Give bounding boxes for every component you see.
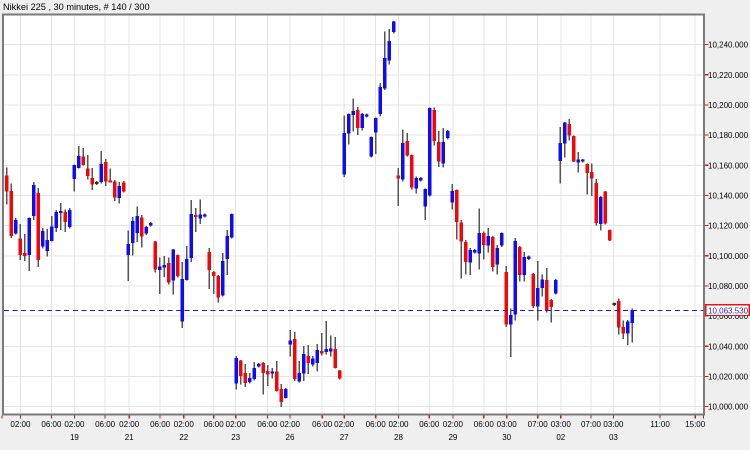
svg-text:06:00: 06:00 (150, 420, 171, 429)
svg-text:10,240.000: 10,240.000 (708, 41, 749, 50)
svg-text:07:00: 07:00 (581, 420, 602, 429)
svg-text:02: 02 (556, 433, 565, 442)
svg-text:27: 27 (340, 433, 349, 442)
svg-text:06:00: 06:00 (257, 420, 278, 429)
svg-text:Nikkei 225 , 30 minutes, # 140: Nikkei 225 , 30 minutes, # 140 / 300 (3, 2, 150, 12)
svg-text:10,020.000: 10,020.000 (708, 372, 749, 381)
svg-text:10,160.000: 10,160.000 (708, 161, 749, 170)
svg-text:03:00: 03:00 (551, 420, 572, 429)
svg-text:10,060.000: 10,060.000 (708, 312, 749, 321)
svg-text:06:00: 06:00 (419, 420, 440, 429)
svg-text:23: 23 (231, 433, 240, 442)
svg-text:22: 22 (179, 433, 188, 442)
svg-text:03:00: 03:00 (497, 420, 518, 429)
svg-text:06:00: 06:00 (41, 420, 62, 429)
svg-text:10,180.000: 10,180.000 (708, 131, 749, 140)
svg-text:06:00: 06:00 (366, 420, 387, 429)
svg-text:21: 21 (125, 433, 134, 442)
svg-text:06:00: 06:00 (474, 420, 495, 429)
svg-text:03:00: 03:00 (603, 420, 624, 429)
svg-text:11:00: 11:00 (650, 420, 670, 429)
svg-text:02:00: 02:00 (10, 420, 31, 429)
svg-text:03: 03 (609, 433, 618, 442)
svg-text:10,200.000: 10,200.000 (708, 101, 749, 110)
svg-text:10,220.000: 10,220.000 (708, 71, 749, 80)
svg-text:02:00: 02:00 (388, 420, 409, 429)
svg-text:28: 28 (394, 433, 403, 442)
svg-text:02:00: 02:00 (280, 420, 301, 429)
svg-text:15:00: 15:00 (685, 420, 706, 429)
svg-text:10,120.000: 10,120.000 (708, 222, 749, 231)
svg-text:26: 26 (286, 433, 295, 442)
svg-text:19: 19 (70, 433, 79, 442)
svg-text:10,080.000: 10,080.000 (708, 282, 749, 291)
svg-text:29: 29 (448, 433, 457, 442)
svg-text:10,000.000: 10,000.000 (708, 403, 749, 412)
svg-text:02:00: 02:00 (64, 420, 85, 429)
svg-text:02:00: 02:00 (119, 420, 140, 429)
svg-text:02:00: 02:00 (226, 420, 247, 429)
svg-text:30: 30 (502, 433, 511, 442)
svg-text:06:00: 06:00 (312, 420, 333, 429)
svg-text:02:00: 02:00 (174, 420, 195, 429)
svg-text:06:00: 06:00 (95, 420, 116, 429)
svg-text:10,100.000: 10,100.000 (708, 252, 749, 261)
svg-text:06:00: 06:00 (204, 420, 225, 429)
svg-text:02:00: 02:00 (443, 420, 464, 429)
svg-text:02:00: 02:00 (334, 420, 355, 429)
svg-text:10,040.000: 10,040.000 (708, 342, 749, 351)
svg-text:10,063.530: 10,063.530 (708, 307, 749, 316)
svg-text:10,140.000: 10,140.000 (708, 191, 749, 200)
svg-text:07:00: 07:00 (528, 420, 549, 429)
